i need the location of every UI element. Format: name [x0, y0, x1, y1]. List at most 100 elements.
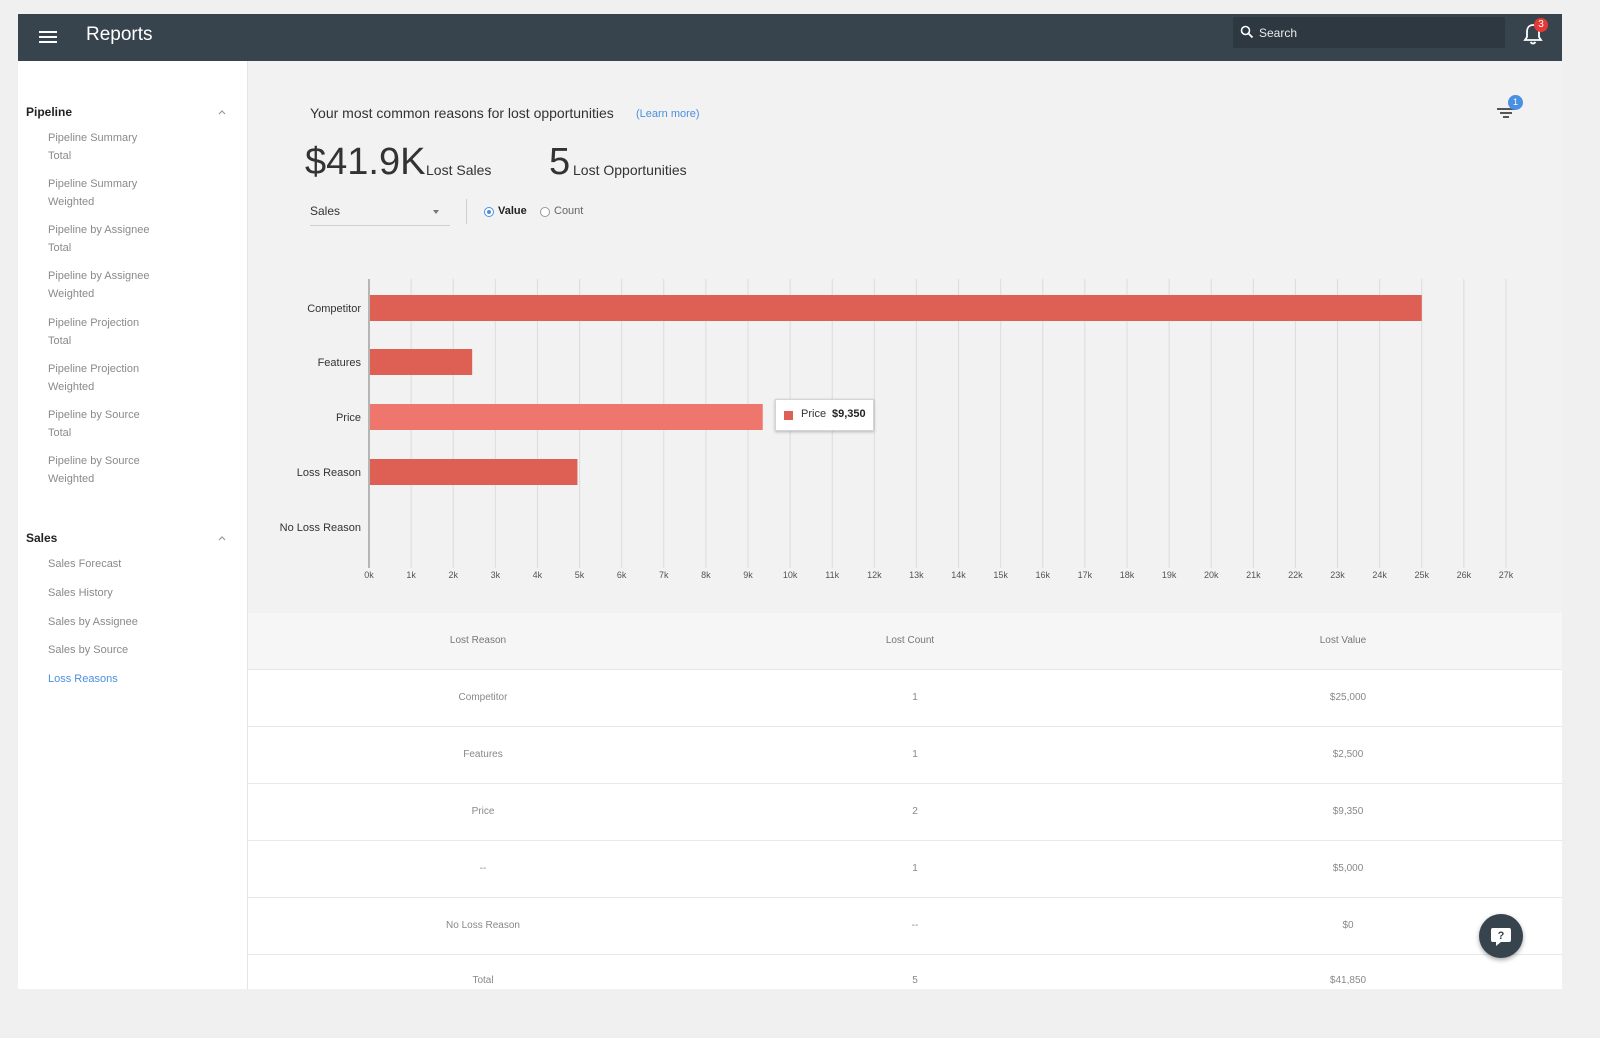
cell-lost-count: 1 — [912, 863, 918, 874]
cell-lost-count: 2 — [912, 806, 918, 817]
category-label: No Loss Reason — [280, 522, 361, 534]
sidebar-item-pipeline-projection-total[interactable]: Pipeline Projection Total — [48, 317, 140, 347]
chevron-up-icon[interactable] — [216, 106, 228, 118]
cell-lost-value: $41,850 — [1329, 975, 1367, 986]
sidebar-section-pipeline[interactable]: Pipeline — [26, 105, 73, 119]
app-window: Reports 3 Pipeline Pipeline SummaryTotal… — [18, 14, 1562, 989]
radio-value[interactable]: Value — [484, 205, 544, 221]
x-tick-label: 23k — [1330, 570, 1345, 580]
svg-text:?: ? — [1498, 930, 1505, 942]
x-tick-label: 20k — [1204, 570, 1219, 580]
bar-price[interactable] — [370, 404, 763, 430]
filter-icon[interactable] — [1496, 103, 1518, 121]
metric-dropdown[interactable]: Sales — [310, 201, 450, 226]
sidebar-item-sales-source[interactable]: Sales by Source — [48, 644, 129, 656]
kpi-lost-opportunities-label: Lost Opportunities — [573, 162, 687, 178]
sidebar-item-sales-forecast[interactable]: Sales Forecast — [48, 558, 122, 570]
x-tick-label: 4k — [533, 570, 543, 580]
x-tick-label: 8k — [701, 570, 711, 580]
table-row: No Loss Reason -- $0 — [248, 898, 1562, 955]
x-tick-label: 14k — [951, 570, 966, 580]
metric-dropdown-value: Sales — [310, 204, 341, 218]
x-tick-label: 6k — [617, 570, 627, 580]
sidebar-item-pipeline-source-weighted[interactable]: Pipeline by Source Weighted — [48, 455, 140, 485]
cell-lost-count: 5 — [912, 975, 918, 986]
help-chat-button[interactable]: ? — [1479, 914, 1523, 958]
sidebar-item-loss-reasons[interactable]: Loss Reasons — [48, 673, 118, 685]
learn-more-link[interactable]: (Learn more) — [636, 108, 700, 120]
x-tick-label: 10k — [783, 570, 798, 580]
chevron-up-icon[interactable] — [216, 532, 228, 544]
sidebar-item-sales-assignee[interactable]: Sales by Assignee — [48, 616, 138, 628]
x-tick-label: 18k — [1120, 570, 1135, 580]
x-tick-label: 0k — [364, 570, 374, 580]
x-tick-label: 12k — [867, 570, 882, 580]
column-header-lost-reason[interactable]: Lost Reason — [449, 635, 507, 646]
sidebar-item-pipeline-assignee-total[interactable]: Pipeline by Assignee Total — [48, 224, 150, 254]
sidebar-item-pipeline-assignee-weighted[interactable]: Pipeline by Assignee Weighted — [48, 270, 150, 300]
radio-count[interactable]: Count — [540, 205, 600, 221]
radio-value-label: Value — [498, 205, 527, 217]
bar-competitor[interactable] — [370, 295, 1422, 321]
notification-badge: 3 — [1534, 18, 1548, 32]
table-row: Price 2 $9,350 — [248, 784, 1562, 841]
column-header-lost-count[interactable]: Lost Count — [885, 635, 935, 646]
cell-lost-value: $2,500 — [1332, 749, 1364, 760]
sidebar-section-sales[interactable]: Sales — [26, 531, 58, 545]
cell-lost-value: $5,000 — [1332, 863, 1364, 874]
sidebar-item-sales-history[interactable]: Sales History — [48, 587, 113, 599]
caret-down-icon — [433, 210, 439, 214]
x-tick-label: 7k — [659, 570, 669, 580]
top-bar: Reports 3 — [18, 14, 1562, 61]
cell-lost-reason: Price — [471, 806, 495, 817]
x-tick-label: 5k — [575, 570, 585, 580]
x-tick-label: 26k — [1457, 570, 1472, 580]
hamburger-menu-icon[interactable] — [38, 27, 58, 47]
x-tick-label: 11k — [825, 570, 839, 580]
category-label: Features — [318, 357, 362, 369]
tooltip-label: Price — [801, 408, 827, 420]
category-label: Competitor — [307, 303, 361, 315]
report-panel: Your most common reasons for lost opport… — [248, 61, 1562, 989]
filter-badge: 1 — [1508, 95, 1523, 110]
table-row: Features 1 $2,500 — [248, 727, 1562, 784]
tooltip-value: $9,350 — [832, 408, 866, 420]
bar-loss-reason[interactable] — [370, 459, 578, 485]
tooltip-swatch — [784, 411, 793, 420]
kpi-lost-opportunities-value: 5 — [549, 141, 571, 183]
x-tick-label: 25k — [1415, 570, 1430, 580]
kpi-lost-sales-label: Lost Sales — [426, 162, 492, 178]
cell-lost-count: 1 — [912, 692, 918, 703]
cell-lost-count: -- — [911, 920, 919, 931]
sidebar-item-pipeline-projection-weighted[interactable]: Pipeline Projection Weighted — [48, 363, 140, 393]
divider — [466, 199, 467, 224]
sidebar-item-pipeline-summary-weighted[interactable]: Pipeline Summary Weighted — [48, 178, 138, 208]
chart-tooltip: Price $9,350 — [775, 399, 874, 431]
cell-lost-reason: No Loss Reason — [446, 920, 520, 931]
table-row: -- 1 $5,000 — [248, 841, 1562, 898]
x-tick-label: 9k — [743, 570, 753, 580]
help-chat-icon: ? — [1491, 928, 1511, 946]
x-tick-label: 15k — [993, 570, 1008, 580]
cell-lost-reason: Competitor — [458, 692, 508, 703]
search-box[interactable] — [1233, 17, 1505, 48]
category-label: Price — [336, 412, 361, 424]
sidebar-item-pipeline-summary-total[interactable]: Pipeline Summary Total — [48, 132, 138, 162]
table-row: Competitor 1 $25,000 — [248, 670, 1562, 727]
x-tick-label: 27k — [1499, 570, 1514, 580]
kpi-lost-sales-value: $41.9K — [305, 141, 426, 183]
radio-value-dot[interactable] — [484, 207, 494, 217]
x-tick-label: 21k — [1246, 570, 1261, 580]
x-tick-label: 13k — [909, 570, 924, 580]
sidebar-item-pipeline-source-total[interactable]: Pipeline by Source Total — [48, 409, 140, 439]
app-title: Reports — [86, 24, 153, 45]
x-tick-label: 16k — [1036, 570, 1051, 580]
bar-features[interactable] — [370, 349, 473, 375]
x-tick-label: 1k — [406, 570, 416, 580]
search-icon — [1240, 25, 1254, 39]
x-tick-label: 2k — [448, 570, 458, 580]
radio-count-dot[interactable] — [540, 207, 550, 217]
cell-lost-reason: Features — [463, 749, 503, 760]
column-header-lost-value[interactable]: Lost Value — [1319, 635, 1367, 646]
search-input[interactable] — [1259, 17, 1499, 48]
